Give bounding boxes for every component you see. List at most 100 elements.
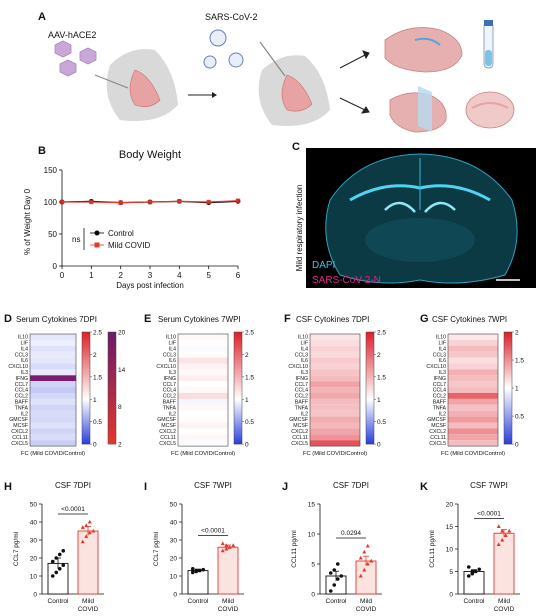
heatmap-cell bbox=[310, 339, 360, 346]
heatmap-cell bbox=[178, 416, 228, 423]
data-point-mild-covid bbox=[500, 537, 505, 542]
data-point-control bbox=[54, 556, 59, 560]
bar-row: H CSF 7DPI CCL7 pg/ml 0 10 20 30 40 50 Control Mil… bbox=[0, 478, 553, 616]
heatmap-xlabel: FC (Mild COVID/Control) bbox=[21, 451, 85, 457]
ns-label: ns bbox=[72, 235, 80, 244]
data-point-mild-covid bbox=[503, 533, 508, 537]
category-label-mild-covid-line2: COVID bbox=[494, 606, 515, 613]
heatmap-frame bbox=[447, 333, 499, 447]
colorbar-tick-label: 0.5 bbox=[93, 419, 102, 426]
bar-ytick-label: 50 bbox=[30, 502, 38, 509]
colorbar-tick-label: 2.5 bbox=[245, 330, 254, 337]
heatmap-cell bbox=[448, 440, 498, 447]
data-point-control bbox=[332, 568, 337, 572]
heatmap-cell bbox=[310, 387, 360, 393]
bar-j-ylabel: CCL11 pg/ml bbox=[291, 530, 298, 568]
data-point-mild-covid bbox=[80, 525, 85, 529]
data-point-mild-covid bbox=[84, 534, 89, 538]
heatmap-cell bbox=[448, 357, 498, 364]
bar-h-ylabel: CCL7 pg/ml bbox=[13, 531, 20, 566]
bar-ytick-label: 50 bbox=[170, 502, 178, 509]
data-point-mild-covid bbox=[496, 524, 501, 528]
bar-ytick-label: 15 bbox=[446, 524, 454, 531]
data-point-mild-covid bbox=[365, 561, 370, 566]
bar-h-title: CSF 7DPI bbox=[55, 481, 91, 490]
heatmap-cell bbox=[30, 434, 76, 441]
colorbar-tick-label: 0.5 bbox=[515, 414, 524, 421]
data-point-mild-covid bbox=[224, 543, 229, 547]
category-label-mild-covid-line2: COVID bbox=[78, 606, 99, 613]
colorbar-tick-label: 2.5 bbox=[93, 330, 102, 337]
heatmap-cell bbox=[178, 428, 228, 435]
heatmap-row-label: IL4 bbox=[21, 346, 28, 352]
category-label-control: Control bbox=[188, 598, 210, 605]
bar-ytick-label: 0 bbox=[311, 592, 315, 599]
panel-g-label: G bbox=[420, 313, 429, 325]
heatmap-cell bbox=[30, 363, 76, 370]
panel-e-heatmap: E Serum Cytokines 7WPIIL10LIFIL4CCL3IL6CX… bbox=[144, 313, 254, 457]
chart-b-ylabel: % of Weight Day 0 bbox=[23, 188, 32, 255]
heatmap-row-label: CCL4 bbox=[295, 388, 308, 394]
data-point-mild-covid bbox=[500, 528, 505, 533]
heatmap-row-label: LIF bbox=[169, 341, 177, 347]
heatmap-row-label: CCL11 bbox=[430, 435, 446, 441]
heatmap-cell bbox=[448, 363, 498, 370]
heatmap-row-label: TNFA bbox=[433, 405, 447, 411]
bar-k-title: CSF 7WPI bbox=[470, 481, 508, 490]
bar-i-ylabel: CCL7 pg/ml bbox=[153, 531, 160, 566]
heatmap-cell bbox=[310, 393, 360, 399]
data-point-control bbox=[50, 559, 55, 564]
bar-j-title: CSF 7DPI bbox=[333, 481, 369, 490]
chart-b-point-mild-covid bbox=[118, 200, 123, 205]
colorbar-tick-label: 1.5 bbox=[93, 374, 102, 381]
branch-arrows-icon bbox=[339, 50, 370, 114]
bar-mild-covid bbox=[493, 532, 515, 595]
heatmap-row-label: TNFA bbox=[295, 405, 309, 411]
heatmap-cell bbox=[178, 345, 228, 352]
heatmap-row-label: CXCL10 bbox=[288, 364, 308, 370]
colorbar bbox=[81, 331, 91, 445]
heatmap-cell bbox=[310, 375, 360, 382]
chart-b-title: Body Weight bbox=[119, 149, 181, 161]
data-point-control bbox=[335, 562, 340, 566]
heatmap-row-label: IL4 bbox=[301, 346, 308, 352]
heatmap-cell bbox=[178, 404, 228, 411]
legend-mild-covid-marker bbox=[94, 242, 100, 248]
arrow-icon bbox=[188, 92, 217, 98]
heatmap-cell bbox=[310, 440, 360, 447]
heatmap-cell bbox=[178, 434, 228, 441]
bar-ytick-label: 10 bbox=[30, 574, 38, 581]
colorbar-tick-label: 0 bbox=[245, 442, 249, 449]
heatmap-cell bbox=[448, 351, 498, 358]
virus-icon bbox=[203, 29, 244, 69]
data-point-control bbox=[477, 567, 482, 572]
heatmap-cell bbox=[310, 345, 360, 352]
chart-b-point-mild-covid bbox=[59, 199, 65, 205]
data-point-control bbox=[470, 569, 475, 574]
heatmap-row-label: IL10 bbox=[166, 335, 176, 341]
panel-f-heatmap: F CSF Cytokines 7DPIIL10LIFIL4CCL3IL6CXCL… bbox=[284, 313, 386, 457]
heatmap-row-label: CCL7 bbox=[433, 382, 446, 388]
panel-c-brain-image: C Mild respiratory infection DAPI SARS-C… bbox=[292, 141, 536, 288]
colorbar-secondary-tick-label: 14 bbox=[118, 367, 126, 374]
heatmap-cell bbox=[310, 363, 360, 370]
significance-label: <0.0001 bbox=[61, 506, 85, 513]
heatmap-frame bbox=[309, 333, 361, 447]
heatmap-cell bbox=[30, 375, 76, 382]
heatmap-cell bbox=[30, 410, 76, 417]
significance-label: 0.0294 bbox=[341, 530, 361, 537]
heatmap-row-label: IL10 bbox=[298, 335, 308, 341]
heatmap-cell bbox=[448, 387, 498, 393]
category-label-mild-covid-line2: COVID bbox=[218, 606, 239, 613]
colorbar-tick-label: 0 bbox=[515, 442, 519, 449]
chart-b-legend: Control Mild COVID ns bbox=[72, 228, 150, 250]
coronal-section-image bbox=[325, 153, 518, 284]
heatmap-row-label: CCL11 bbox=[292, 435, 308, 441]
heatmap-row-label: GMCSF bbox=[9, 417, 28, 423]
colorbar-tick-label: 2.5 bbox=[377, 330, 386, 337]
heatmap-xlabel: FC (Mild COVID/Control) bbox=[441, 451, 505, 457]
colorbar-tick-label: 2 bbox=[245, 352, 249, 359]
heatmap-row-label: IL2 bbox=[439, 411, 446, 417]
heatmap-cell bbox=[310, 404, 360, 411]
heatmap-row-label: IL2 bbox=[169, 411, 176, 417]
